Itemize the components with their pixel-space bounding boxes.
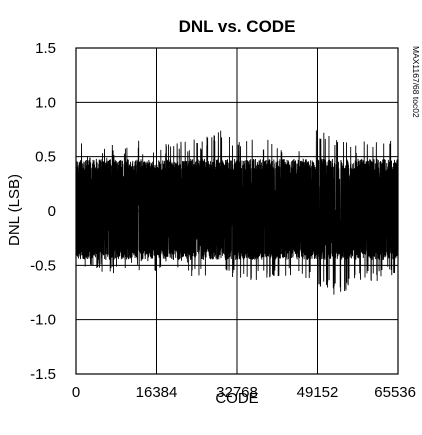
- y-axis-label: DNL (LSB): [6, 174, 23, 246]
- x-tick-label: 65536: [374, 384, 416, 401]
- x-axis-label: CODE: [215, 390, 258, 407]
- y-tick-label: -1.0: [30, 312, 56, 329]
- y-tick-label: 1.5: [35, 40, 56, 57]
- y-tick-label: 0: [48, 203, 56, 220]
- x-tick-label: 49152: [297, 384, 339, 401]
- x-tick-label: 0: [72, 384, 80, 401]
- x-tick-label: 32768: [216, 384, 258, 401]
- y-tick-label: -1.5: [30, 366, 56, 383]
- figure-code-note: MAX1167/68 toc02: [411, 46, 421, 118]
- dnl-trace: [75, 130, 399, 295]
- dnl-series-line: [75, 130, 399, 295]
- chart-title: DNL vs. CODE: [179, 17, 296, 36]
- x-tick-label: 16384: [136, 384, 178, 401]
- y-tick-label: 1.0: [35, 94, 56, 111]
- plot-frame: [75, 47, 399, 375]
- y-tick-label: -0.5: [30, 257, 56, 274]
- y-tick-label: 0.5: [35, 149, 56, 166]
- x-tick-labels: 0 16384 32768 49152 65536: [72, 384, 416, 401]
- y-tick-labels: 1.5 1.0 0.5 0 -0.5 -1.0 -1.5: [30, 40, 56, 383]
